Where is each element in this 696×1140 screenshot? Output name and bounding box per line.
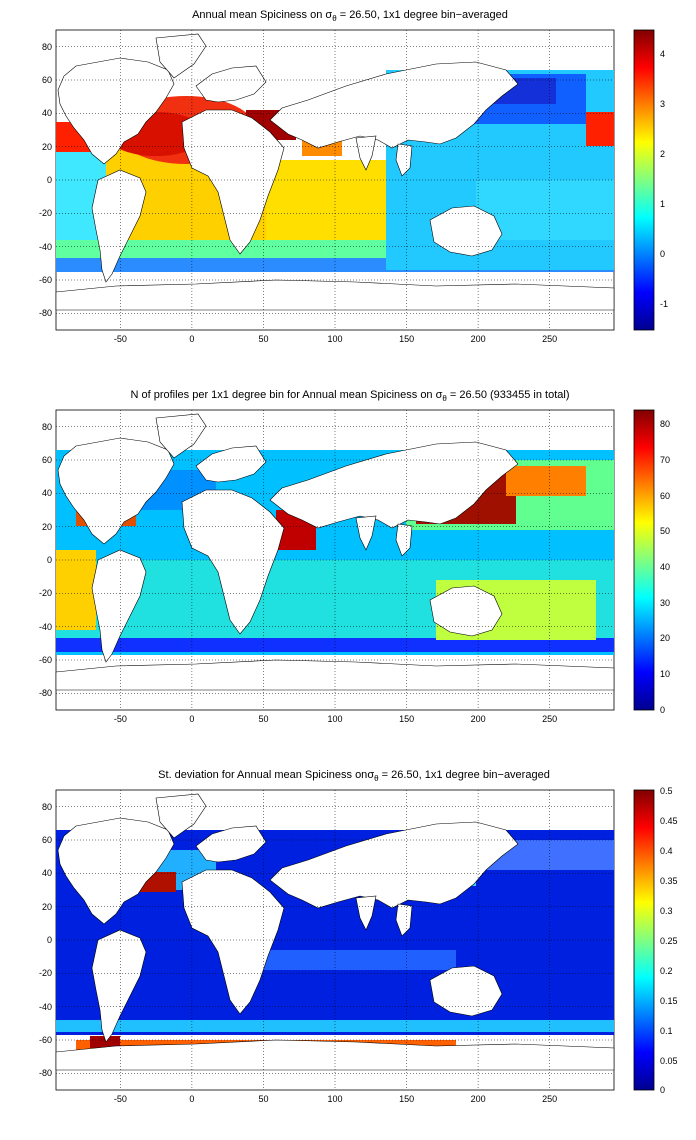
x-tick: 0 (189, 334, 194, 344)
panel-2-title: N of profiles per 1x1 degree bin for Ann… (130, 389, 569, 403)
colorbar-tick: 0 (660, 1085, 665, 1095)
colorbar-tick: 0.1 (660, 1026, 673, 1036)
y-tick: 80 (42, 422, 52, 432)
y-axis: 80 60 40 20 0 -20 -40 -60 -80 (39, 422, 52, 698)
y-tick: -40 (39, 242, 52, 252)
colorbar-tick: 0.4 (660, 846, 673, 856)
y-tick: 40 (42, 108, 52, 118)
panel-std-deviation: St. deviation for Annual mean Spiciness … (39, 769, 678, 1104)
colorbar-tick: 0.35 (660, 876, 678, 886)
x-tick: 100 (327, 1094, 342, 1104)
colorbar-tick: 0.45 (660, 816, 678, 826)
panel-3-map: 80 60 40 20 0 -20 -40 -60 -80 -50 0 50 1… (39, 789, 615, 1104)
panel-1-colorbar: 4 3 2 1 0 -1 (633, 29, 668, 331)
y-tick: 40 (42, 488, 52, 498)
y-tick: 0 (47, 175, 52, 185)
panel-1-title: Annual mean Spiciness on σθ = 26.50, 1x1… (192, 9, 508, 23)
x-tick: 250 (542, 334, 557, 344)
x-axis: -50 0 50 100 150 200 250 (114, 334, 557, 344)
x-tick: 50 (258, 334, 268, 344)
y-tick: 80 (42, 42, 52, 52)
panel-mean-spiciness: Annual mean Spiciness on σθ = 26.50, 1x1… (39, 9, 668, 344)
colorbar-tick: 3 (660, 99, 665, 109)
colorbar-tick: 0.3 (660, 906, 673, 916)
y-tick: 60 (42, 75, 52, 85)
y-tick: 80 (42, 802, 52, 812)
x-tick: 250 (542, 1094, 557, 1104)
x-tick: -50 (114, 714, 127, 724)
x-axis: -50 0 50 100 150 200 250 (114, 714, 557, 724)
colorbar-tick: 80 (660, 419, 670, 429)
x-tick: 100 (327, 714, 342, 724)
colorbar-tick: 40 (660, 562, 670, 572)
y-tick: -20 (39, 588, 52, 598)
y-tick: 20 (42, 522, 52, 532)
colorbar-tick: 0.05 (660, 1056, 678, 1066)
x-axis: -50 0 50 100 150 200 250 (114, 1094, 557, 1104)
y-axis: 80 60 40 20 0 -20 -40 -60 -80 (39, 42, 52, 318)
colorbar-tick: 70 (660, 455, 670, 465)
y-tick: 60 (42, 835, 52, 845)
grid (56, 790, 614, 1090)
y-tick: -20 (39, 208, 52, 218)
colorbar-tick: 0 (660, 249, 665, 259)
x-tick: 0 (189, 714, 194, 724)
colorbar-ticks: 80 70 60 50 40 30 20 10 0 (660, 419, 670, 715)
x-tick: 250 (542, 714, 557, 724)
y-tick: -40 (39, 1002, 52, 1012)
colorbar-tick: 0.5 (660, 786, 673, 796)
x-tick: 100 (327, 334, 342, 344)
x-tick: 200 (471, 1094, 486, 1104)
colorbar-tick: -1 (660, 299, 668, 309)
grid (56, 410, 614, 710)
colorbar-tick: 0 (660, 705, 665, 715)
colorbar-tick: 50 (660, 526, 670, 536)
x-tick: -50 (114, 334, 127, 344)
colorbar-tick: 1 (660, 199, 665, 209)
y-tick: 0 (47, 935, 52, 945)
panel-3-colorbar: 0.5 0.45 0.4 0.35 0.3 0.25 0.2 0.15 0.1 … (633, 786, 678, 1095)
colorbar-tick: 60 (660, 491, 670, 501)
y-tick: 60 (42, 455, 52, 465)
x-tick: 150 (399, 1094, 414, 1104)
colorbar-ticks: 4 3 2 1 0 -1 (660, 49, 668, 309)
x-tick: -50 (114, 1094, 127, 1104)
colorbar-tick: 30 (660, 598, 670, 608)
y-tick: -80 (39, 308, 52, 318)
grid (56, 30, 614, 330)
panel-2-colorbar: 80 70 60 50 40 30 20 10 0 (633, 409, 670, 715)
colorbar-tick: 4 (660, 49, 665, 59)
y-tick: -60 (39, 275, 52, 285)
colorbar-tick: 10 (660, 669, 670, 679)
x-tick: 50 (258, 1094, 268, 1104)
y-tick: 0 (47, 555, 52, 565)
y-tick: -60 (39, 655, 52, 665)
colorbar-tick: 20 (660, 633, 670, 643)
y-tick: -60 (39, 1035, 52, 1045)
y-tick: -40 (39, 622, 52, 632)
y-axis: 80 60 40 20 0 -20 -40 -60 -80 (39, 802, 52, 1078)
colorbar-tick: 0.25 (660, 936, 678, 946)
y-tick: -80 (39, 1068, 52, 1078)
panel-profile-counts: N of profiles per 1x1 degree bin for Ann… (39, 389, 670, 724)
x-tick: 0 (189, 1094, 194, 1104)
y-tick: 20 (42, 142, 52, 152)
x-tick: 150 (399, 334, 414, 344)
colorbar-tick: 0.2 (660, 966, 673, 976)
x-tick: 50 (258, 714, 268, 724)
y-tick: -80 (39, 688, 52, 698)
x-tick: 150 (399, 714, 414, 724)
y-tick: -20 (39, 968, 52, 978)
x-tick: 200 (471, 334, 486, 344)
y-tick: 20 (42, 902, 52, 912)
x-tick: 200 (471, 714, 486, 724)
y-tick: 40 (42, 868, 52, 878)
panel-1-map: 80 60 40 20 0 -20 -40 -60 -80 -50 0 50 1… (39, 29, 615, 344)
colorbar-tick: 0.15 (660, 996, 678, 1006)
colorbar-tick: 2 (660, 149, 665, 159)
panel-2-map: 80 60 40 20 0 -20 -40 -60 -80 -50 0 50 1… (39, 409, 615, 724)
colorbar-ticks: 0.5 0.45 0.4 0.35 0.3 0.25 0.2 0.15 0.1 … (660, 786, 678, 1095)
panel-3-title: St. deviation for Annual mean Spiciness … (158, 769, 550, 783)
